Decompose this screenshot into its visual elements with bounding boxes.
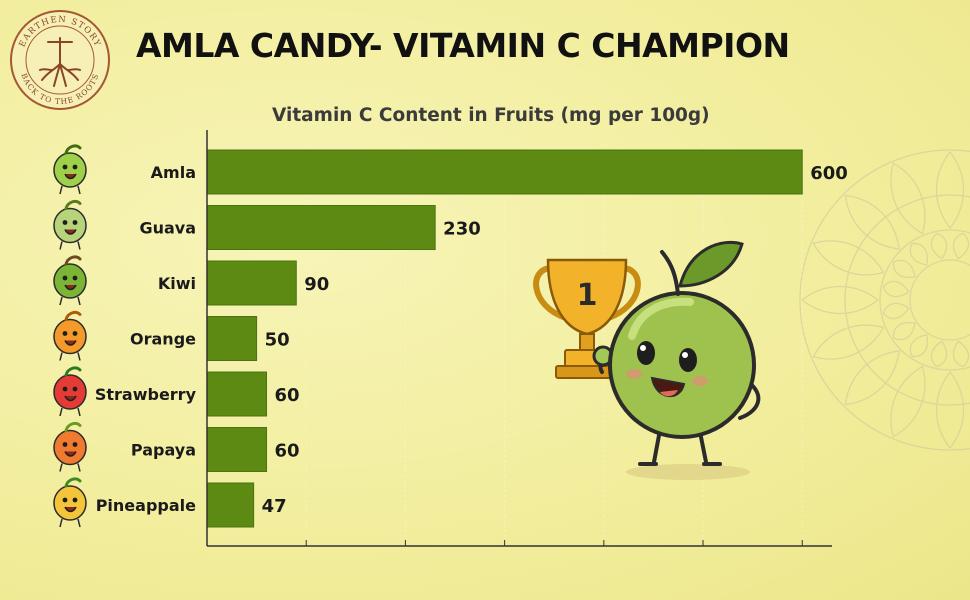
value-label: 60 [275,441,300,462]
chart-bars [206,149,803,528]
fruit-icons [53,144,87,528]
category-label: Strawberry [95,385,197,404]
kiwi-icon [53,255,87,306]
value-label: 90 [304,274,329,295]
category-label: Kiwi [158,274,196,293]
amla-icon [53,144,87,195]
bar-pineappale [206,482,255,528]
chart-category-labels: Amla Guava Kiwi Orange Strawberry Papaya Pinea… [95,163,197,515]
chart-axes [206,130,832,547]
category-label: Orange [130,330,196,349]
value-label: 600 [810,163,848,184]
bar-papaya [206,427,268,472]
value-label: 230 [443,219,481,240]
papaya-icon [53,421,87,472]
mascot-shadow [626,464,750,480]
chart-title: Vitamin C Content in Fruits (mg per 100g… [272,105,710,126]
category-label: Guava [139,219,196,238]
bar-orange [206,316,258,361]
bar-guava [206,205,436,250]
bar-strawberry [206,371,268,417]
leaf-icon [678,240,744,288]
strawberry-icon [53,366,87,417]
bar-kiwi [206,260,297,306]
pineapple-icon [53,477,87,528]
value-label: 50 [265,330,290,351]
bar-amla [206,149,803,195]
value-label: 47 [262,496,287,517]
category-label: Pineappale [96,496,196,515]
earthen-story-logo: EARTHEN STORY BACK TO THE ROOTS [10,10,110,110]
category-label: Papaya [131,441,196,460]
guava-icon [53,199,87,250]
category-label: Amla [151,163,196,182]
value-label: 60 [275,385,300,406]
chart-value-labels: 600 230 90 50 60 60 47 [262,163,848,517]
page-title: AMLA CANDY- VITAMIN C CHAMPION [136,26,790,65]
orange-icon [53,310,87,361]
trophy-rank: 1 [577,278,598,313]
